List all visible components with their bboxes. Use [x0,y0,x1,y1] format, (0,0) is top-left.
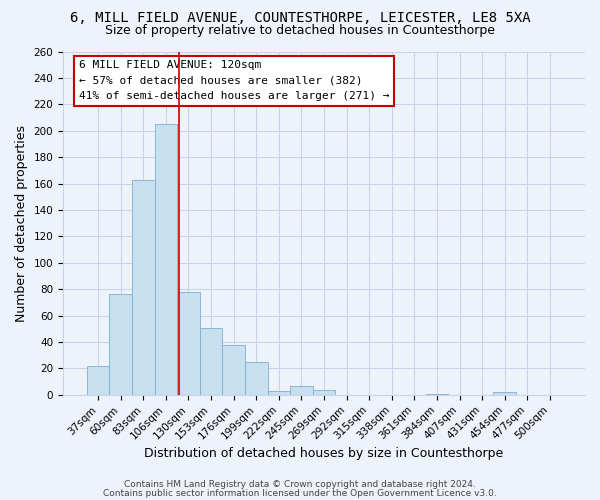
Bar [223,344,245,395]
Bar [493,392,516,395]
Bar [313,390,335,395]
Bar [155,124,177,395]
Text: Size of property relative to detached houses in Countesthorpe: Size of property relative to detached ho… [105,24,495,37]
X-axis label: Distribution of detached houses by size in Countesthorpe: Distribution of detached houses by size … [145,447,503,460]
Bar [290,386,313,395]
Bar [425,394,448,395]
Bar [177,292,200,395]
Text: 6, MILL FIELD AVENUE, COUNTESTHORPE, LEICESTER, LE8 5XA: 6, MILL FIELD AVENUE, COUNTESTHORPE, LEI… [70,12,530,26]
Bar [132,180,155,395]
Bar [268,391,290,395]
Text: 6 MILL FIELD AVENUE: 120sqm
← 57% of detached houses are smaller (382)
41% of se: 6 MILL FIELD AVENUE: 120sqm ← 57% of det… [79,60,389,102]
Bar [109,294,132,395]
Y-axis label: Number of detached properties: Number of detached properties [15,124,28,322]
Bar [200,328,223,395]
Bar [245,362,268,395]
Bar [87,366,109,395]
Text: Contains HM Land Registry data © Crown copyright and database right 2024.: Contains HM Land Registry data © Crown c… [124,480,476,489]
Text: Contains public sector information licensed under the Open Government Licence v3: Contains public sector information licen… [103,488,497,498]
